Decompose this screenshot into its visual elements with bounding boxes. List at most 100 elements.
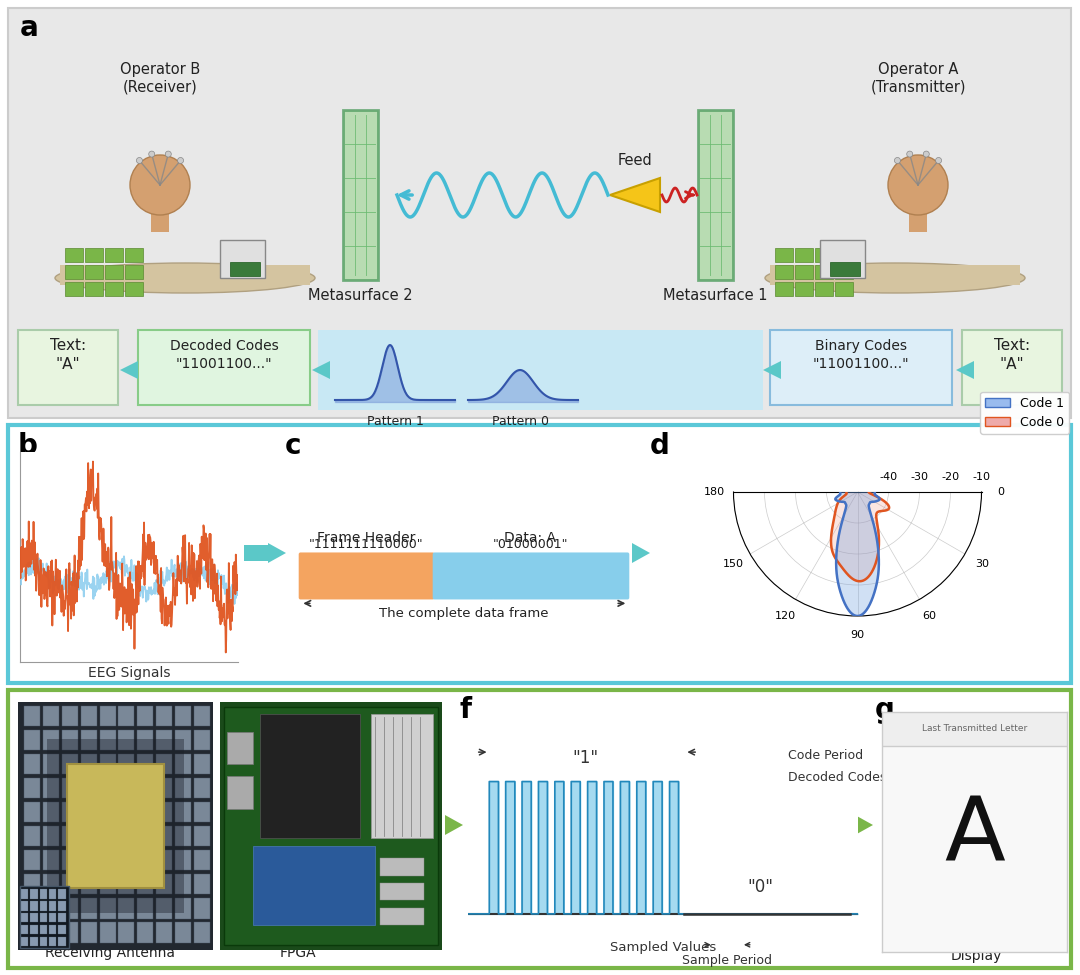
Bar xyxy=(21,901,28,911)
Bar xyxy=(175,922,191,943)
Bar xyxy=(175,706,191,726)
Bar xyxy=(770,265,1020,285)
Bar xyxy=(24,729,40,750)
Text: The complete data frame: The complete data frame xyxy=(379,607,549,620)
Bar xyxy=(62,826,78,846)
Bar xyxy=(43,898,58,918)
Text: Decoded Codes: Decoded Codes xyxy=(787,771,887,784)
Bar xyxy=(380,883,424,900)
Bar xyxy=(795,282,813,296)
Text: Data: A: Data: A xyxy=(504,530,556,545)
Bar xyxy=(125,248,143,262)
Bar xyxy=(157,778,172,799)
Bar xyxy=(137,729,153,750)
Bar xyxy=(24,850,40,871)
Text: d: d xyxy=(650,432,670,460)
Bar xyxy=(60,265,310,285)
Bar xyxy=(24,754,40,774)
Bar xyxy=(62,706,78,726)
Bar xyxy=(815,265,833,279)
Bar xyxy=(105,265,123,279)
Bar xyxy=(49,901,56,911)
Bar xyxy=(30,937,38,947)
Bar xyxy=(137,754,153,774)
Text: b: b xyxy=(18,432,38,460)
Bar xyxy=(175,802,191,822)
Bar xyxy=(99,754,116,774)
Bar xyxy=(43,754,58,774)
Bar xyxy=(21,937,28,947)
Bar xyxy=(151,210,168,232)
Text: "0": "0" xyxy=(747,878,773,895)
Bar xyxy=(30,889,38,899)
Bar xyxy=(21,889,28,899)
Bar xyxy=(62,875,78,894)
Bar xyxy=(815,282,833,296)
Text: Decoded Codes
"11001100...": Decoded Codes "11001100..." xyxy=(170,338,279,371)
Bar xyxy=(58,889,66,899)
Bar xyxy=(125,282,143,296)
Bar xyxy=(343,110,378,280)
Polygon shape xyxy=(445,815,463,835)
Bar xyxy=(194,706,211,726)
Bar xyxy=(227,776,254,808)
Bar xyxy=(49,913,56,922)
Bar xyxy=(119,875,134,894)
Bar xyxy=(81,898,96,918)
Text: Metasurface 1: Metasurface 1 xyxy=(663,288,767,303)
Bar xyxy=(24,898,40,918)
Bar xyxy=(194,922,211,943)
Bar xyxy=(62,729,78,750)
Bar xyxy=(194,850,211,871)
Bar xyxy=(81,875,96,894)
Bar xyxy=(962,330,1062,405)
Bar xyxy=(820,240,865,278)
Bar xyxy=(62,802,78,822)
Bar xyxy=(157,922,172,943)
Bar xyxy=(81,778,96,799)
Text: Operator A
(Transmitter): Operator A (Transmitter) xyxy=(870,62,966,95)
Bar xyxy=(119,754,134,774)
Bar xyxy=(62,850,78,871)
Bar xyxy=(48,739,184,913)
Bar xyxy=(175,875,191,894)
Text: Receiving Antenna: Receiving Antenna xyxy=(45,946,175,960)
Bar xyxy=(105,282,123,296)
Bar xyxy=(62,778,78,799)
Bar xyxy=(157,729,172,750)
Bar xyxy=(24,922,40,943)
Bar xyxy=(835,265,853,279)
Bar xyxy=(157,875,172,894)
Bar xyxy=(58,913,66,922)
Text: Metasurface 2: Metasurface 2 xyxy=(308,288,413,303)
Bar xyxy=(40,925,48,934)
Bar xyxy=(18,330,118,405)
Bar xyxy=(194,802,211,822)
Bar xyxy=(49,937,56,947)
Bar xyxy=(831,262,860,276)
Bar xyxy=(119,729,134,750)
Circle shape xyxy=(149,151,154,157)
Bar xyxy=(30,925,38,934)
Bar xyxy=(99,922,116,943)
Bar xyxy=(220,240,265,278)
Bar xyxy=(8,8,1071,418)
Bar xyxy=(119,802,134,822)
Bar xyxy=(21,925,28,934)
Bar xyxy=(137,898,153,918)
Circle shape xyxy=(177,158,184,164)
Text: e: e xyxy=(18,696,37,724)
Bar xyxy=(137,778,153,799)
Bar xyxy=(230,262,260,276)
Text: Frame Header: Frame Header xyxy=(318,530,416,545)
Bar xyxy=(40,913,48,922)
Bar xyxy=(99,802,116,822)
Bar xyxy=(24,706,40,726)
Text: Sampled Values: Sampled Values xyxy=(610,941,716,955)
Bar xyxy=(43,802,58,822)
Text: f: f xyxy=(460,696,472,724)
Bar xyxy=(24,875,40,894)
Text: Feed: Feed xyxy=(618,153,652,168)
Bar xyxy=(24,802,40,822)
Text: Text:
"A": Text: "A" xyxy=(50,337,86,372)
